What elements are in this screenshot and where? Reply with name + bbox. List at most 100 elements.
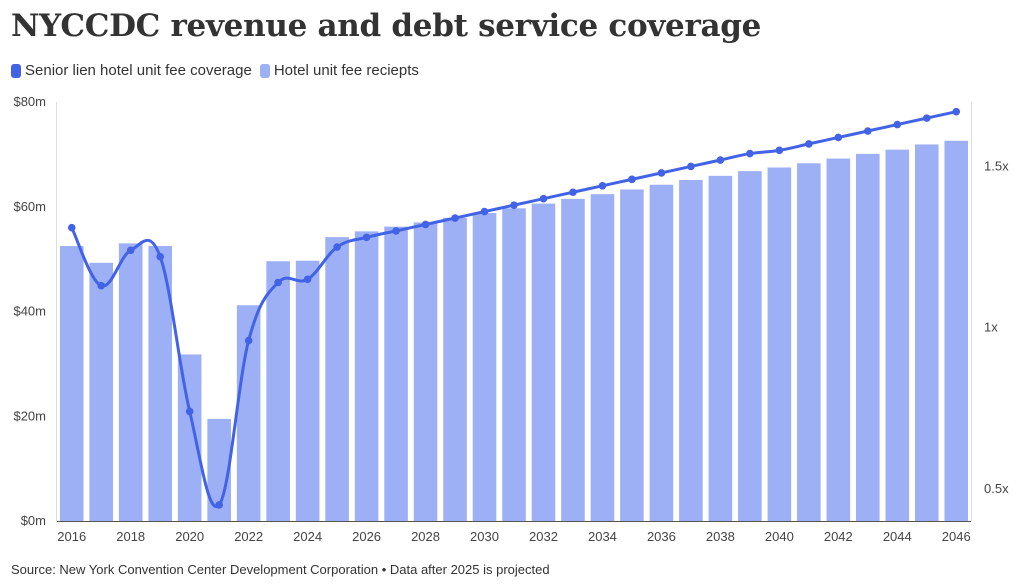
coverage-point-2018: [126, 246, 135, 255]
y-left-tick-label: $80m: [13, 94, 46, 109]
coverage-point-2017: [97, 281, 106, 290]
x-tick-label: 2042: [824, 529, 853, 544]
source-note: Source: New York Convention Center Devel…: [11, 562, 550, 577]
coverage-point-2032: [539, 194, 548, 203]
x-tick-label: 2018: [116, 529, 145, 544]
bar-2020: [177, 354, 202, 521]
y-left-tick-label: $0m: [21, 513, 46, 528]
bar-2017: [89, 262, 114, 521]
coverage-point-2027: [392, 227, 400, 235]
bar-2025: [325, 237, 349, 521]
line-series: [67, 107, 961, 509]
coverage-point-2025: [333, 243, 341, 251]
coverage-point-2022: [244, 336, 253, 345]
bar-2039: [738, 171, 762, 521]
bar-2038: [708, 175, 733, 521]
x-tick-label: 2032: [529, 529, 558, 544]
coverage-point-2039: [746, 149, 754, 158]
bar-2029: [443, 217, 467, 521]
x-tick-label: 2040: [765, 529, 794, 544]
x-tick-label: 2028: [411, 529, 440, 544]
bar-2044: [885, 149, 910, 521]
coverage-point-2016: [67, 223, 76, 232]
y-left-tick-label: $60m: [13, 199, 46, 214]
x-tick-label: 2036: [647, 529, 676, 544]
x-tick-label: 2046: [942, 529, 971, 544]
x-tick-label: 2020: [175, 529, 204, 544]
x-tick-label: 2022: [234, 529, 263, 544]
x-tick-label: 2034: [588, 529, 617, 544]
bar-2022: [236, 305, 261, 521]
coverage-point-2038: [716, 156, 725, 164]
bar-2043: [856, 153, 880, 521]
bar-2041: [797, 163, 821, 521]
bar-2045: [914, 144, 939, 522]
legend: Senior lien hotel unit fee coverage Hote…: [11, 62, 427, 79]
x-tick-label: 2038: [706, 529, 735, 544]
coverage-point-2028: [421, 220, 430, 229]
tick-labels: $0m $20m $40m $60m $80m 0.5x 1x 1.5x 2016 2018 202…: [13, 94, 1009, 544]
coverage-point-2037: [687, 162, 695, 171]
bar-2026: [354, 231, 379, 521]
x-tick-label: 2026: [352, 529, 381, 544]
coverage-point-2034: [598, 182, 607, 190]
coverage-point-2046: [952, 107, 961, 116]
coverage-point-2026: [362, 233, 371, 242]
x-tick-label: 2044: [883, 529, 912, 544]
legend-label-receipts: Hotel unit fee reciepts: [273, 62, 419, 79]
coverage-point-2030: [480, 207, 489, 216]
bar-2016: [59, 246, 84, 521]
bar-2046: [944, 140, 969, 521]
coverage-point-2036: [657, 169, 666, 177]
legend-item-coverage: Senior lien hotel unit fee coverage: [11, 62, 252, 79]
bar-2031: [502, 208, 526, 521]
bar-2021: [207, 418, 231, 521]
bar-2027: [384, 226, 408, 521]
y-right-tick-label: 1x: [984, 320, 998, 335]
coverage-point-2040: [775, 146, 784, 155]
legend-item-receipts: Hotel unit fee reciepts: [259, 62, 419, 79]
coverage-point-2021: [215, 501, 223, 509]
coverage-point-2019: [156, 252, 164, 261]
bar-2030: [472, 213, 497, 522]
chart-title: NYCCDC revenue and debt service coverage: [11, 8, 762, 44]
coverage-point-2042: [834, 133, 843, 142]
bar-2042: [826, 158, 851, 521]
x-tick-label: 2016: [57, 529, 86, 544]
coverage-point-2024: [303, 275, 312, 284]
x-tick-label: 2030: [470, 529, 499, 544]
coverage-point-2023: [274, 278, 282, 287]
bar-2035: [620, 189, 644, 521]
bar-2023: [266, 261, 290, 521]
coverage-point-2044: [893, 120, 902, 129]
legend-swatch-coverage: [11, 63, 21, 78]
legend-swatch-receipts: [259, 63, 270, 78]
coverage-point-2031: [510, 201, 518, 209]
y-right-tick-label: 0.5x: [984, 481, 1009, 496]
bar-2040: [767, 167, 792, 521]
bar-2019: [148, 246, 172, 521]
bar-2024: [295, 260, 320, 521]
y-left-tick-label: $20m: [13, 408, 46, 423]
coverage-point-2035: [628, 175, 636, 184]
bar-2037: [679, 180, 703, 522]
bar-2036: [649, 184, 674, 521]
bar-series: [59, 140, 969, 522]
bar-2032: [531, 203, 556, 522]
coverage-point-2033: [569, 188, 577, 197]
coverage-point-2043: [864, 127, 872, 135]
x-tick-label: 2024: [293, 529, 322, 544]
bar-2033: [561, 198, 585, 521]
coverage-point-2029: [451, 214, 459, 222]
bar-2034: [590, 194, 615, 521]
y-right-tick-label: 1.5x: [984, 158, 1009, 173]
coverage-point-2020: [185, 407, 194, 416]
bar-2028: [413, 222, 438, 521]
axes: [56, 102, 972, 522]
coverage-point-2041: [805, 140, 813, 148]
y-left-tick-label: $40m: [13, 304, 46, 319]
bar-2018: [118, 243, 143, 521]
coverage-point-2045: [922, 114, 931, 122]
legend-label-coverage: Senior lien hotel unit fee coverage: [25, 62, 252, 79]
